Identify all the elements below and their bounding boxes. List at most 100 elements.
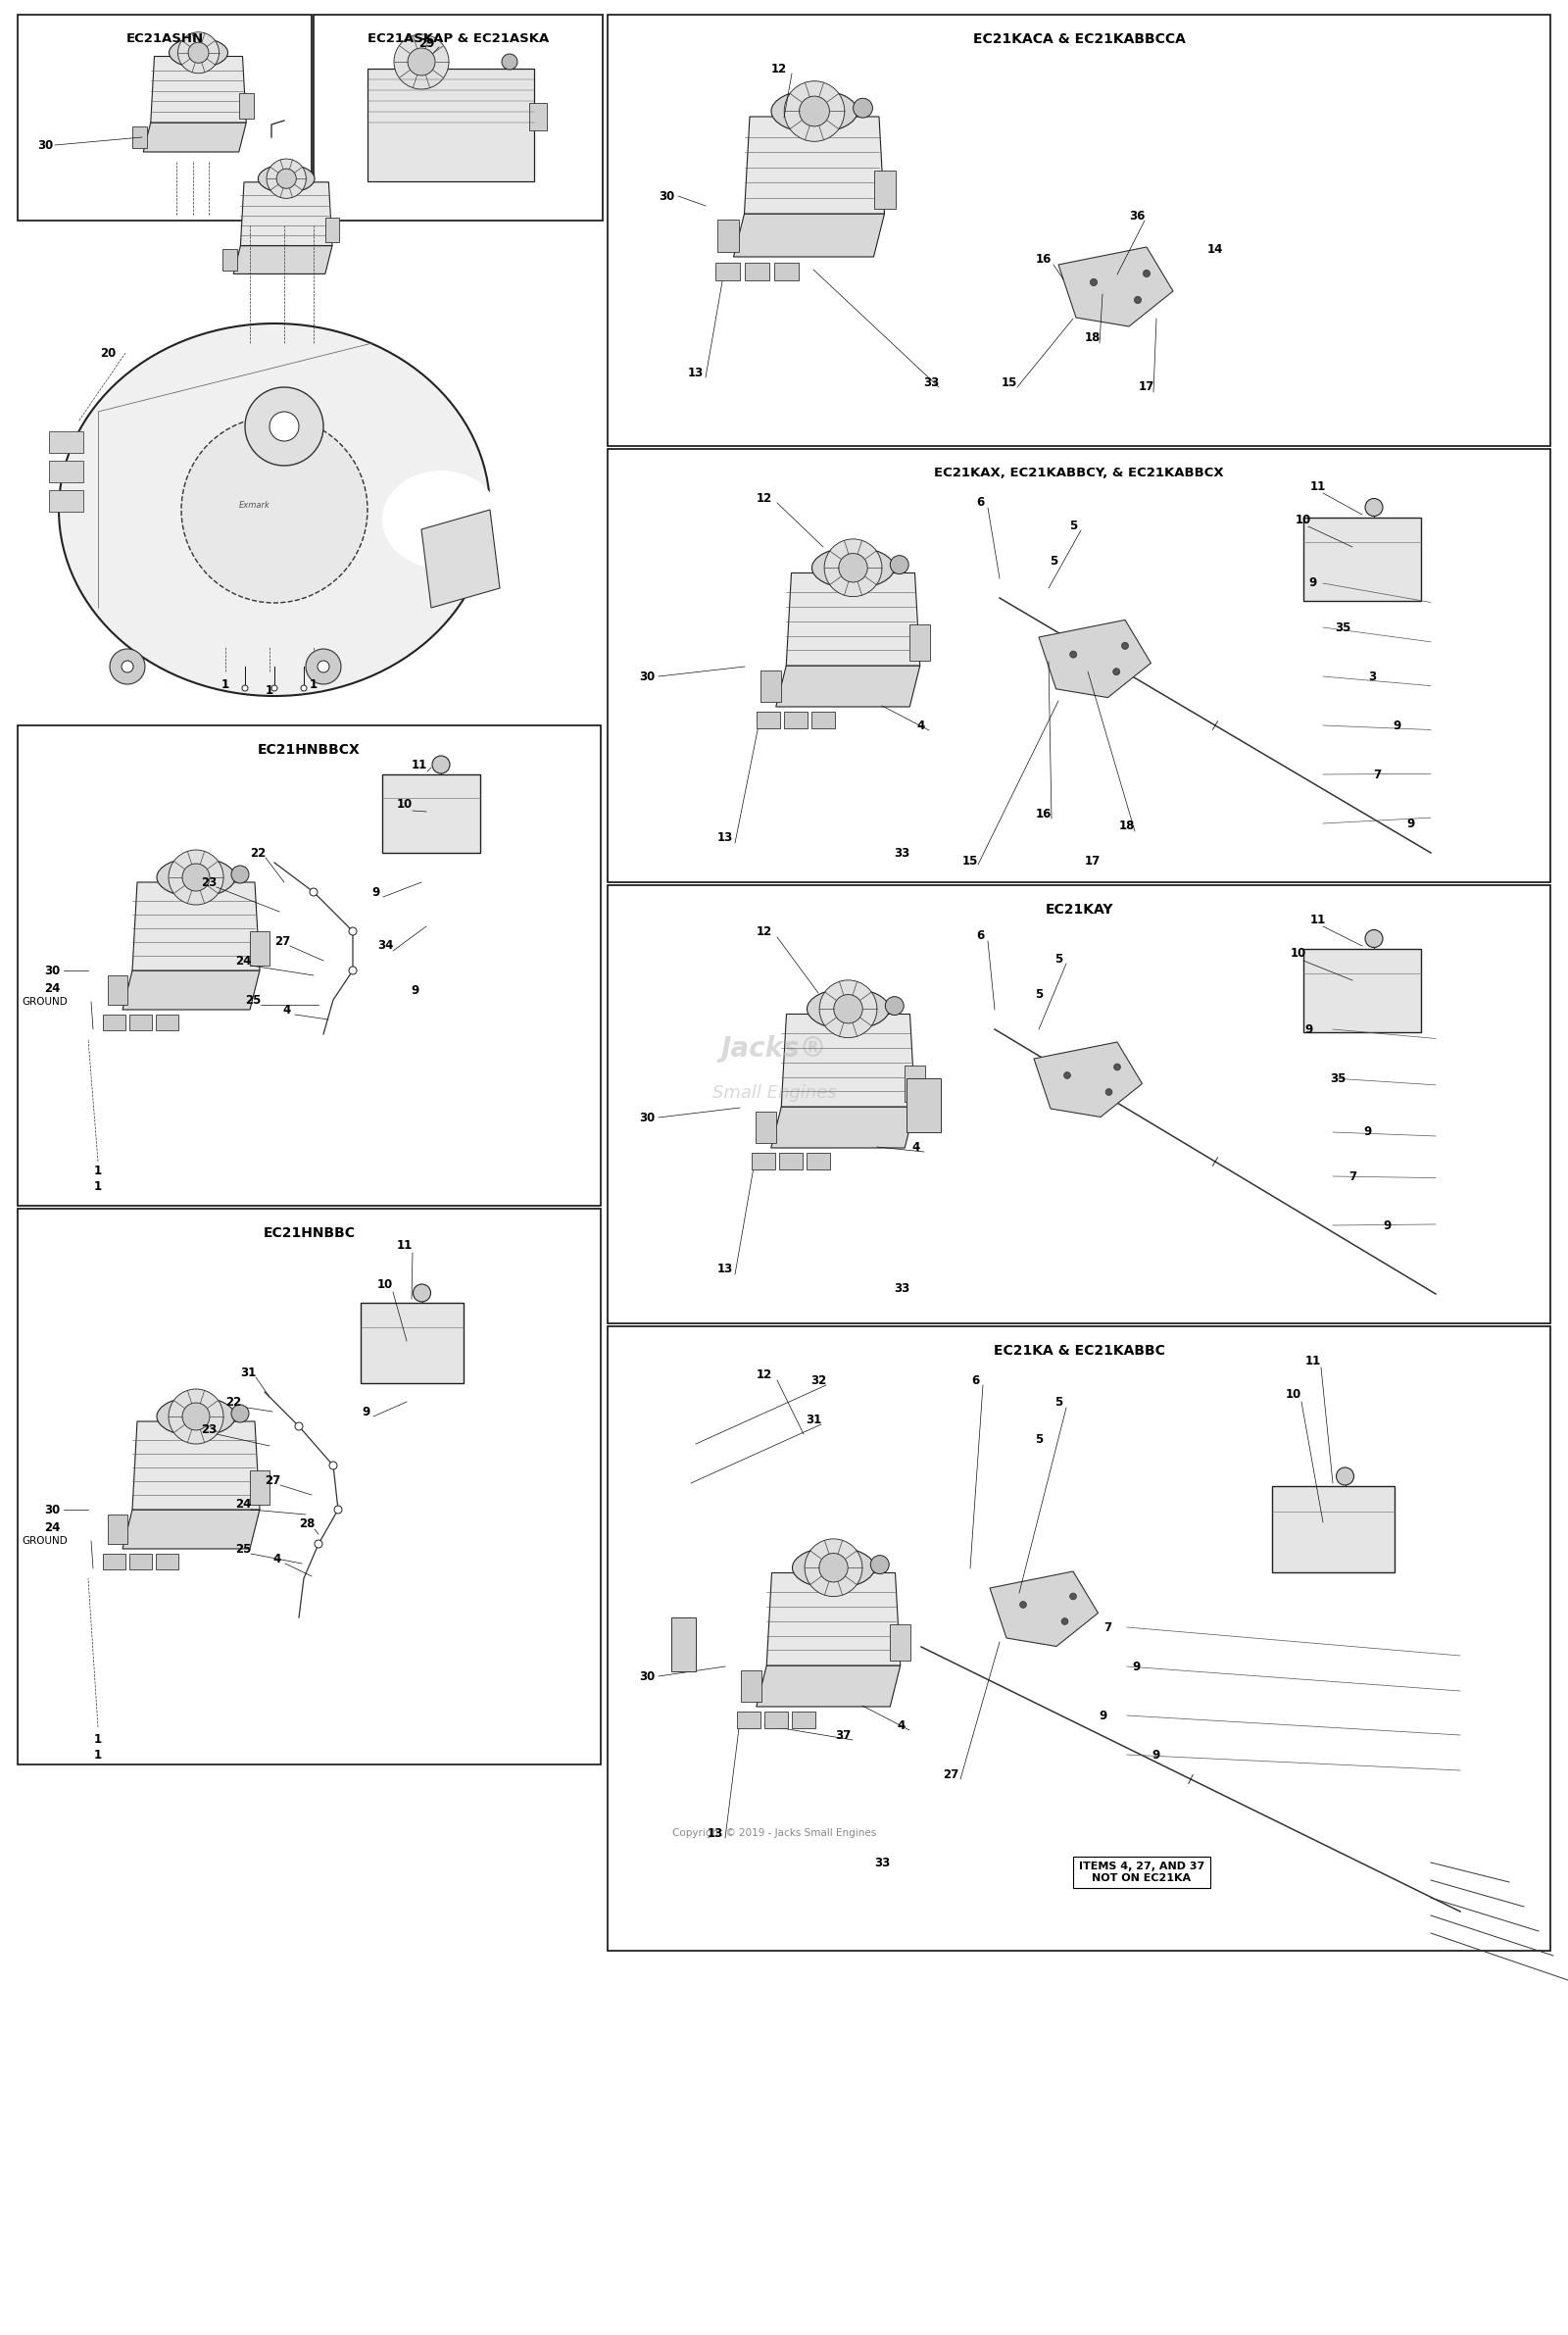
Text: 5: 5 bbox=[1035, 988, 1043, 1002]
Circle shape bbox=[334, 1506, 342, 1513]
Circle shape bbox=[301, 684, 307, 691]
Text: 7: 7 bbox=[1348, 1170, 1356, 1184]
Text: 12: 12 bbox=[756, 1368, 773, 1382]
Bar bbox=[49, 490, 83, 511]
Polygon shape bbox=[776, 665, 920, 708]
Text: 5: 5 bbox=[1049, 556, 1057, 567]
Text: 11: 11 bbox=[1311, 479, 1327, 493]
Bar bbox=[249, 932, 270, 967]
Circle shape bbox=[820, 981, 877, 1037]
Text: Small Engines: Small Engines bbox=[712, 1083, 836, 1102]
Bar bbox=[1303, 948, 1421, 1032]
Circle shape bbox=[182, 1403, 210, 1431]
Ellipse shape bbox=[157, 1396, 235, 1436]
Polygon shape bbox=[786, 572, 920, 665]
Text: EC21ASHN: EC21ASHN bbox=[125, 33, 204, 44]
Circle shape bbox=[306, 649, 342, 684]
Polygon shape bbox=[151, 56, 246, 121]
Circle shape bbox=[433, 757, 450, 773]
Bar bbox=[367, 68, 535, 182]
Text: 10: 10 bbox=[1295, 514, 1311, 525]
Bar bbox=[17, 726, 601, 1205]
Text: 23: 23 bbox=[201, 1422, 216, 1436]
Circle shape bbox=[412, 1284, 431, 1303]
Bar bbox=[238, 93, 254, 119]
Bar bbox=[671, 1618, 696, 1672]
Text: 24: 24 bbox=[44, 981, 60, 995]
Bar bbox=[325, 217, 339, 243]
Text: 1: 1 bbox=[265, 684, 273, 698]
Text: 27: 27 bbox=[265, 1473, 281, 1487]
Bar bbox=[891, 1625, 911, 1660]
Ellipse shape bbox=[383, 472, 500, 567]
Text: 22: 22 bbox=[226, 1396, 241, 1408]
Circle shape bbox=[1134, 297, 1142, 304]
Circle shape bbox=[1019, 1602, 1027, 1609]
Text: EC21KACA & EC21KABBCCA: EC21KACA & EC21KABBCCA bbox=[972, 33, 1185, 47]
Circle shape bbox=[267, 159, 306, 198]
Bar bbox=[760, 670, 781, 700]
Bar bbox=[249, 1471, 270, 1504]
Circle shape bbox=[317, 661, 329, 672]
Bar bbox=[108, 976, 127, 1004]
Circle shape bbox=[394, 35, 448, 89]
Text: 30: 30 bbox=[638, 670, 655, 682]
Text: 11: 11 bbox=[1311, 913, 1327, 927]
Bar bbox=[129, 1553, 152, 1569]
Text: 17: 17 bbox=[1085, 855, 1101, 866]
Bar bbox=[361, 1303, 463, 1382]
Bar bbox=[103, 1553, 125, 1569]
Bar bbox=[17, 1210, 601, 1765]
Text: Jacks®: Jacks® bbox=[721, 1034, 828, 1062]
Text: 9: 9 bbox=[411, 983, 419, 997]
Bar bbox=[383, 775, 480, 852]
Circle shape bbox=[1062, 1618, 1068, 1625]
Polygon shape bbox=[240, 182, 332, 245]
Bar bbox=[129, 1016, 152, 1030]
Text: 7: 7 bbox=[1104, 1620, 1112, 1634]
Ellipse shape bbox=[259, 163, 315, 194]
Circle shape bbox=[182, 864, 210, 892]
Polygon shape bbox=[234, 245, 332, 273]
Circle shape bbox=[891, 556, 909, 574]
Polygon shape bbox=[756, 1665, 900, 1707]
Text: 5: 5 bbox=[1035, 1434, 1043, 1445]
Ellipse shape bbox=[771, 89, 858, 133]
Ellipse shape bbox=[60, 325, 489, 696]
Text: 35: 35 bbox=[1334, 621, 1350, 633]
Text: 15: 15 bbox=[1002, 376, 1018, 388]
Text: 22: 22 bbox=[249, 848, 265, 859]
Text: 9: 9 bbox=[1132, 1660, 1142, 1672]
Text: 27: 27 bbox=[942, 1768, 958, 1782]
Text: 35: 35 bbox=[1330, 1072, 1345, 1086]
Text: 7: 7 bbox=[1374, 768, 1381, 780]
Circle shape bbox=[310, 887, 317, 897]
Circle shape bbox=[241, 684, 248, 691]
Text: 3: 3 bbox=[1367, 670, 1377, 682]
Text: 11: 11 bbox=[397, 1240, 412, 1252]
Text: 6: 6 bbox=[975, 497, 985, 509]
Polygon shape bbox=[1058, 248, 1173, 327]
Text: 33: 33 bbox=[894, 1282, 909, 1296]
Circle shape bbox=[818, 1553, 848, 1583]
Circle shape bbox=[1063, 1072, 1071, 1079]
Bar bbox=[530, 103, 547, 131]
Bar bbox=[715, 264, 740, 280]
Text: 1: 1 bbox=[94, 1749, 102, 1761]
Bar bbox=[155, 1553, 179, 1569]
Text: 12: 12 bbox=[771, 63, 787, 75]
Text: 4: 4 bbox=[913, 1139, 920, 1153]
Circle shape bbox=[295, 1422, 303, 1431]
Bar bbox=[608, 448, 1551, 883]
Text: Exmark: Exmark bbox=[240, 500, 270, 509]
Text: 24: 24 bbox=[235, 1499, 251, 1511]
Text: 18: 18 bbox=[1085, 332, 1101, 346]
Circle shape bbox=[276, 168, 296, 189]
Bar bbox=[905, 1065, 925, 1102]
Bar bbox=[718, 219, 739, 252]
Text: 5: 5 bbox=[1054, 953, 1063, 964]
Text: EC21ASKAP & EC21ASKA: EC21ASKAP & EC21ASKA bbox=[367, 33, 549, 44]
Circle shape bbox=[1105, 1088, 1112, 1095]
Text: GROUND: GROUND bbox=[22, 1536, 67, 1546]
Text: 10: 10 bbox=[378, 1280, 394, 1291]
